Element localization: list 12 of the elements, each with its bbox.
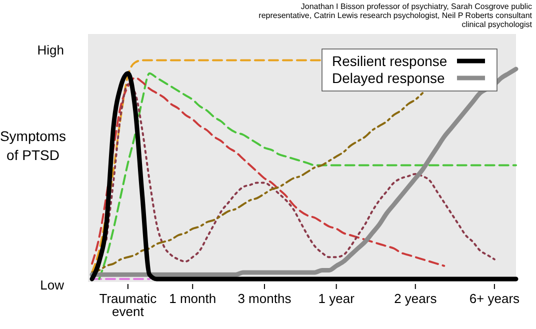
x-tick-label: 2 years: [394, 291, 438, 306]
text: Low: [40, 277, 65, 292]
x-tick-label: 6+ years: [469, 291, 520, 306]
x-tick-label: Traumatic event: [99, 291, 158, 319]
y-axis-title: Symptoms of PTSD: [0, 128, 66, 163]
x-tick-label: 1 month: [169, 291, 216, 306]
legend-label: Delayed response: [332, 70, 446, 86]
x-tick-label: 1 year: [318, 291, 356, 306]
legend-label: Resilient response: [332, 53, 448, 69]
x-tick-label: 3 months: [238, 291, 292, 306]
text: High: [37, 42, 64, 58]
text: Jonathan I Bisson professor of psychiatry, Sarah Cosgrove public representative, Catrin Lewis research psychologist, Neil P Roberts consultant clinical psychologist: [258, 2, 533, 29]
